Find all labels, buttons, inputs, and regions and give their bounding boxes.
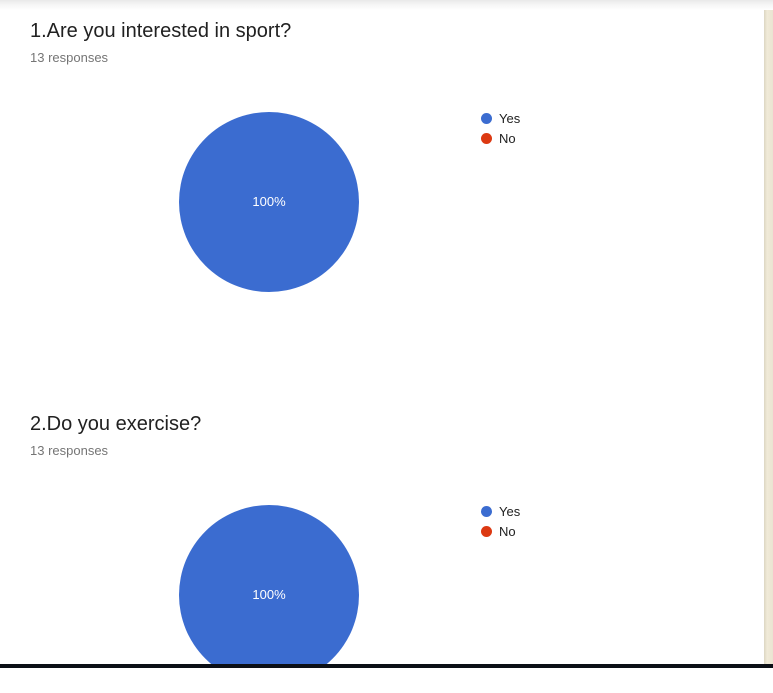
question-title: 2.Do you exercise? [30,413,202,435]
question-1-section: 1.Are you interested in sport? 13 respon… [0,0,773,300]
pie-slice-label: 100% [252,194,286,209]
legend-item-no: No [481,128,520,148]
legend-label: Yes [499,503,521,519]
legend-dot-icon [481,505,492,517]
responses-count: 13 responses [30,50,109,65]
legend-dot-icon [481,132,492,144]
responses-count: 13 responses [30,443,109,458]
pie-chart-area: 100% [179,505,359,664]
legend-item-yes: Yes [481,501,520,521]
chart-legend: Yes No [481,108,520,148]
legend-dot-icon [481,112,492,124]
legend-label: No [499,523,516,539]
pie-chart-1[interactable]: 100% [179,112,359,292]
pie-slice-label: 100% [252,587,286,602]
legend-item-yes: Yes [481,108,520,128]
window-bottom-edge [0,664,773,668]
legend-label: No [499,130,516,146]
pie-chart-2[interactable]: 100% [179,505,359,664]
chart-legend: Yes No [481,501,520,541]
legend-label: Yes [499,110,521,126]
legend-dot-icon [481,525,492,537]
pie-chart-area: 100% [179,112,359,292]
question-2-section: 2.Do you exercise? 13 responses 100% Yes… [0,393,773,693]
question-title: 1.Are you interested in sport? [30,20,292,42]
scrollbar-track[interactable] [764,0,773,664]
top-scroll-shadow [0,0,773,10]
legend-item-no: No [481,521,520,541]
